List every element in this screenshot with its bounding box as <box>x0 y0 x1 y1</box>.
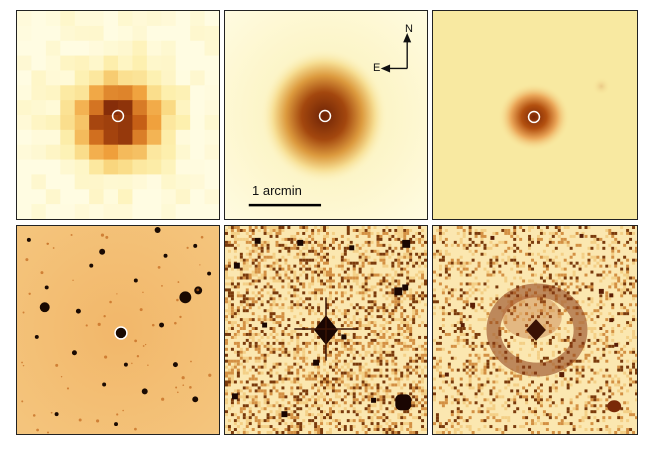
nebula-ring-image <box>433 226 637 434</box>
compass-east-label: E <box>373 62 381 74</box>
compass-north-label: N <box>405 23 413 35</box>
panel-bottom-middle <box>224 225 428 435</box>
source-marker-circle <box>318 109 332 123</box>
source-marker-circle <box>527 110 541 124</box>
source-marker-circle <box>114 326 128 340</box>
panel-top-left <box>16 10 220 220</box>
compact-source-image <box>433 11 637 219</box>
source-marker-circle <box>111 109 125 123</box>
noisy-field-image <box>225 226 427 434</box>
panel-bottom-left <box>16 225 220 435</box>
compass-arrows <box>380 33 412 73</box>
panel-top-right <box>432 10 638 220</box>
optical-star-field-image <box>17 226 219 434</box>
panel-top-middle: N E 1 arcmin <box>224 10 428 220</box>
scale-bar-label: 1 arcmin <box>252 183 302 198</box>
smooth-source-image <box>225 11 427 219</box>
panel-bottom-right <box>432 225 638 435</box>
pixelated-source-image <box>17 11 219 219</box>
